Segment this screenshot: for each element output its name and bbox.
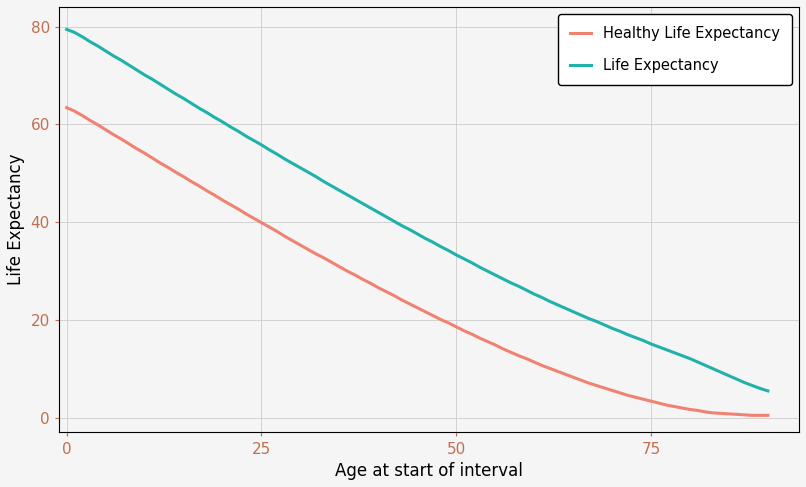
Healthy Life Expectancy bbox=[755, 412, 765, 418]
Life Expectancy bbox=[62, 26, 72, 32]
Healthy Life Expectancy bbox=[62, 105, 72, 111]
Healthy Life Expectancy bbox=[747, 412, 757, 418]
Healthy Life Expectancy bbox=[763, 412, 773, 418]
Legend: Healthy Life Expectancy, Life Expectancy: Healthy Life Expectancy, Life Expectancy bbox=[558, 14, 791, 85]
Life Expectancy bbox=[763, 388, 773, 394]
Life Expectancy bbox=[147, 76, 157, 82]
Healthy Life Expectancy bbox=[740, 412, 750, 418]
Healthy Life Expectancy bbox=[654, 400, 663, 406]
Life Expectancy bbox=[226, 124, 235, 130]
X-axis label: Age at start of interval: Age at start of interval bbox=[335, 462, 523, 480]
Life Expectancy bbox=[740, 380, 750, 386]
Y-axis label: Life Expectancy: Life Expectancy bbox=[7, 154, 25, 285]
Line: Life Expectancy: Life Expectancy bbox=[67, 29, 768, 391]
Healthy Life Expectancy bbox=[226, 202, 235, 207]
Healthy Life Expectancy bbox=[241, 211, 251, 217]
Life Expectancy bbox=[241, 133, 251, 139]
Life Expectancy bbox=[747, 383, 757, 389]
Life Expectancy bbox=[654, 344, 663, 350]
Healthy Life Expectancy bbox=[147, 155, 157, 161]
Line: Healthy Life Expectancy: Healthy Life Expectancy bbox=[67, 108, 768, 415]
